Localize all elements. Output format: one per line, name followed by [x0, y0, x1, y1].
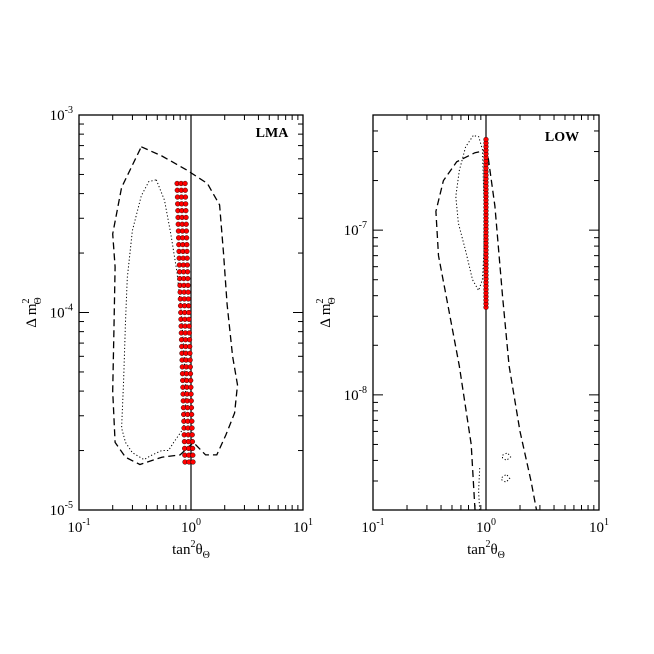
data-point	[184, 262, 191, 268]
data-point	[184, 248, 190, 255]
data-point	[189, 411, 195, 418]
data-point	[183, 208, 189, 214]
dashed-contour-1	[435, 149, 538, 510]
dotted-contour-5	[501, 473, 511, 483]
data-point	[186, 330, 192, 336]
data-point	[186, 316, 192, 322]
data-point	[185, 289, 191, 295]
dashed-contour-1	[112, 146, 239, 466]
data-point	[185, 303, 192, 309]
y-tick-label: 10-7	[344, 220, 367, 239]
x-tick-label: 100	[476, 517, 496, 536]
x-tick-label: 10-1	[361, 517, 384, 536]
data-point	[188, 405, 195, 411]
panel-low: 10-1 100 101 10-8 10-7 LOW tan2θΘ Δ m2Θ	[315, 114, 609, 561]
panel-lma: 10-1 100 101 10-5 10-4 10-3 LMA tan2θΘ Δ m2Θ	[21, 105, 313, 561]
red-points	[174, 180, 196, 465]
contours	[112, 146, 239, 466]
data-point	[188, 391, 194, 397]
y-tick-label: 10-3	[50, 105, 73, 124]
data-point	[190, 445, 196, 452]
data-point	[184, 242, 190, 248]
data-point	[187, 357, 193, 363]
data-point	[184, 255, 190, 261]
data-point	[187, 350, 193, 356]
y-tick-label: 10-5	[50, 500, 73, 519]
panel-label: LMA	[256, 126, 290, 141]
data-point	[190, 452, 196, 458]
dotted-contour-4	[502, 452, 512, 462]
data-point	[183, 228, 190, 234]
data-point	[183, 221, 189, 227]
data-point	[182, 187, 188, 193]
x-tick-label: 10-1	[67, 517, 90, 536]
dotted-contour-2	[478, 467, 481, 510]
contours	[435, 135, 538, 510]
data-point	[187, 371, 194, 377]
data-point	[182, 180, 188, 187]
y-axis-label: Δ m2Θ	[21, 297, 44, 327]
data-point	[483, 136, 489, 143]
data-point	[185, 282, 191, 288]
x-axis-label: tan2θΘ	[172, 539, 210, 561]
data-point	[186, 323, 192, 329]
data-point	[182, 194, 189, 200]
data-point	[188, 377, 194, 384]
data-point	[185, 275, 191, 282]
data-point	[185, 269, 191, 275]
data-point	[189, 439, 196, 445]
panel-label: LOW	[545, 130, 579, 145]
data-point	[189, 418, 195, 424]
plot-frame	[78, 114, 304, 511]
data-point	[188, 398, 194, 404]
x-tick-label: 101	[589, 517, 609, 536]
data-point	[189, 432, 195, 438]
data-point	[190, 459, 196, 465]
data-point	[187, 364, 193, 370]
data-point	[187, 343, 193, 350]
data-point	[186, 309, 192, 316]
data-point	[183, 201, 189, 207]
data-point	[189, 425, 195, 431]
data-point	[184, 235, 190, 241]
y-tick-label: 10-8	[344, 385, 367, 404]
y-axis-label: Δ m2Θ	[315, 297, 338, 327]
data-point	[186, 337, 193, 343]
data-point	[183, 214, 189, 221]
data-point	[188, 384, 194, 390]
y-ticks	[373, 114, 599, 511]
x-tick-label: 101	[293, 517, 313, 536]
y-tick-label: 10-4	[50, 303, 73, 322]
plot-frame	[372, 114, 600, 511]
x-axis-label: tan2θΘ	[467, 539, 505, 561]
red-points	[483, 136, 489, 310]
x-tick-label: 100	[181, 517, 201, 536]
data-point	[185, 296, 191, 302]
